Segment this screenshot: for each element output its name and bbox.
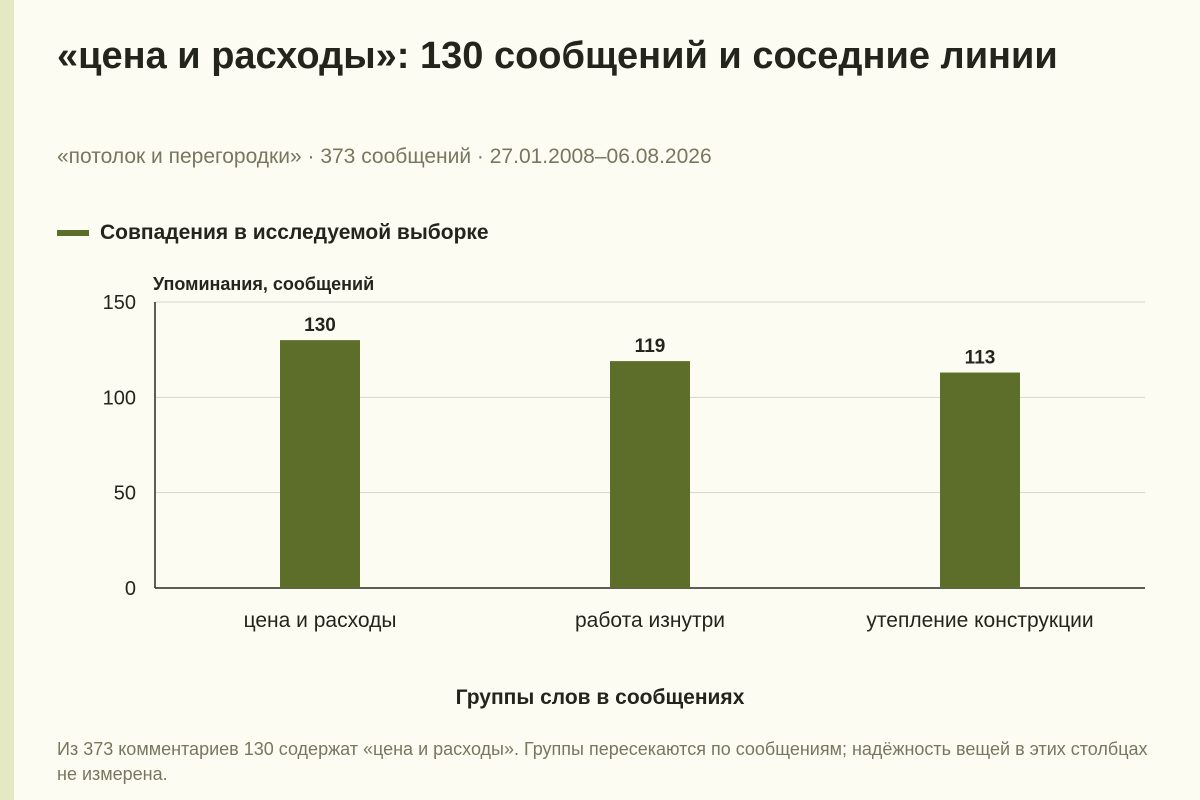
chart-subtitle: «потолок и перегородки» · 373 сообщений … (57, 145, 712, 168)
y-tick-label: 150 (103, 292, 136, 314)
legend: Совпадения в исследуемой выборке (57, 219, 489, 247)
bar-value-label: 130 (304, 315, 336, 336)
x-axis-title: Группы слов в сообщениях (455, 686, 745, 709)
x-tick-label: утепление конструкции (866, 609, 1093, 632)
y-tick-label: 0 (125, 578, 136, 600)
footnote: Из 373 комментариев 130 содержат «цена и… (57, 739, 1148, 784)
y-axis-title: Упоминания, сообщений (153, 274, 375, 294)
bar (940, 372, 1020, 588)
x-tick-label: работа изнутри (575, 609, 725, 632)
bar-value-label: 119 (635, 336, 666, 357)
y-tick-label: 100 (103, 387, 136, 409)
x-tick-label: цена и расходы (244, 609, 397, 632)
accent-strip (0, 0, 14, 800)
bar-value-label: 113 (965, 348, 996, 369)
y-tick-label: 50 (114, 483, 136, 505)
legend-label: Совпадения в исследуемой выборке (100, 221, 489, 244)
chart-title: «цена и расходы»: 130 сообщений и соседн… (57, 35, 1058, 77)
legend-swatch (57, 230, 89, 236)
bar (280, 340, 360, 588)
bar (610, 361, 690, 588)
